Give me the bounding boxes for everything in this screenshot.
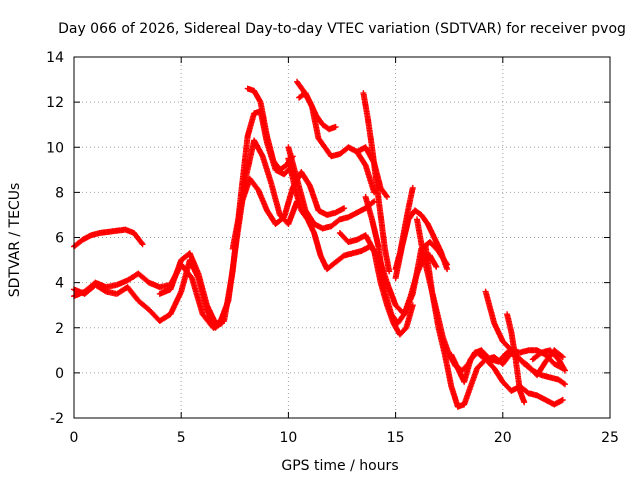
x-tick-label: 20	[494, 430, 512, 446]
series-sat-w	[529, 347, 568, 374]
y-tick-label: 4	[55, 276, 64, 292]
x-axis-label: GPS time / hours	[281, 458, 398, 474]
y-tick-label: 2	[55, 321, 64, 337]
series-markers	[296, 90, 378, 196]
series-sat-e	[244, 85, 296, 173]
series-sat-i	[296, 90, 378, 196]
series-markers	[392, 184, 416, 273]
series-markers	[360, 90, 393, 275]
y-tick-label: 6	[55, 231, 64, 247]
x-tick-label: 15	[387, 430, 405, 446]
series-markers	[285, 144, 378, 232]
series-sat-k	[285, 144, 378, 232]
series-markers	[504, 311, 528, 406]
y-tick-label: 12	[46, 95, 64, 111]
x-tick-label: 5	[177, 430, 186, 446]
x-tick-label: 0	[70, 430, 79, 446]
series-markers	[529, 347, 568, 374]
series-markers	[422, 243, 566, 410]
series-sat-m	[360, 90, 393, 275]
series-sat-q	[392, 184, 416, 273]
axes: 0 5 10 15 20 25 -2 0 2 4 6 8 10 12 14	[46, 50, 619, 446]
chart-title: Day 066 of 2026, Sidereal Day-to-day VTE…	[58, 21, 626, 37]
y-tick-label: -2	[50, 411, 64, 427]
y-axis-label: SDTVAR / TECUs	[7, 183, 23, 298]
y-tick-label: 14	[46, 50, 64, 66]
series-sat-s	[422, 243, 566, 410]
series-markers	[244, 85, 296, 173]
y-tick-label: 0	[55, 366, 64, 382]
series-sat-v	[504, 311, 528, 406]
x-tick-label: 25	[601, 430, 619, 446]
y-tick-label: 10	[46, 140, 64, 156]
y-tick-label: 8	[55, 185, 64, 201]
x-tick-label: 10	[279, 430, 297, 446]
